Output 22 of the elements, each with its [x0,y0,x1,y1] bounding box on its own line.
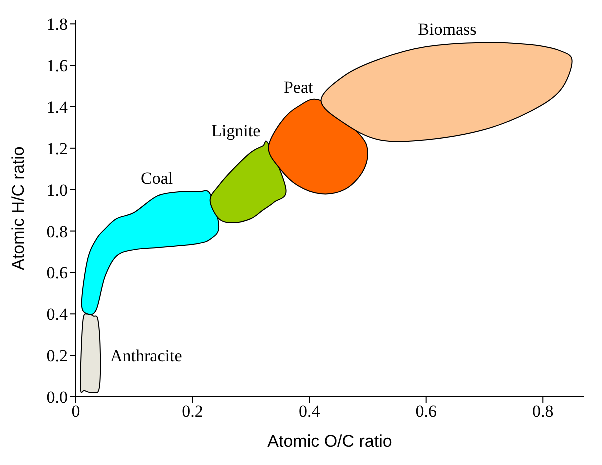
series-label: Lignite [212,121,261,140]
y-tick-label: 1.2 [46,139,68,158]
y-tick-label: 1.0 [46,180,68,200]
series-label: Anthracite [110,346,182,366]
y-tick-label: 0.0 [46,388,68,408]
y-tick-label: 0.2 [46,346,68,366]
y-tick-label: 0.8 [46,222,68,242]
x-axis-title: Atomic O/C ratio [268,432,392,451]
x-tick-label: 0.4 [298,402,321,422]
y-tick-label: 1.8 [46,15,68,34]
x-tick-label: 0.6 [416,402,437,422]
y-axis-title: Atomic H/C ratio [9,146,28,270]
series-label: Coal [140,168,174,188]
y-tick-label: 1.6 [46,56,68,76]
x-tick-label: 0 [72,402,80,422]
y-tick-label: 0.4 [46,305,68,324]
series-label: Peat [284,78,314,97]
y-tick-label: 0.6 [46,264,68,283]
series-label: Biomass [418,20,477,39]
y-tick-label: 1.4 [46,98,68,118]
x-tick-label: 0.2 [182,402,204,422]
x-tick-label: 0.8 [532,402,554,422]
